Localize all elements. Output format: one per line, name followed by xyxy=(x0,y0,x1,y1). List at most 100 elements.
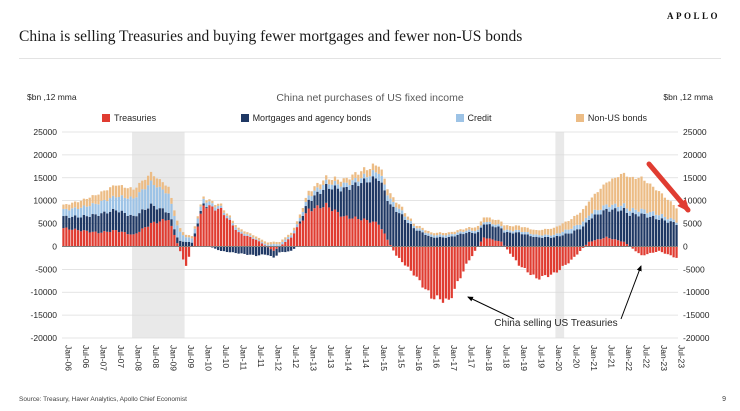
bar-segment xyxy=(301,215,304,221)
bar-segment xyxy=(476,232,480,247)
bar-segment xyxy=(246,232,249,235)
bar-segment xyxy=(447,234,450,237)
bar-segment xyxy=(508,230,512,233)
bar-segment xyxy=(631,176,634,208)
bar-segment xyxy=(438,236,442,247)
bar-segment xyxy=(450,246,453,299)
bar-segment xyxy=(631,246,634,249)
bar-segment xyxy=(179,228,182,232)
bar-segment xyxy=(590,218,594,242)
bar-segment xyxy=(161,218,164,247)
y-tick-label: -10000 xyxy=(31,287,58,297)
bar-segment xyxy=(103,211,106,232)
bar-segment xyxy=(517,232,521,247)
bar-segment xyxy=(380,229,383,247)
bar-segment xyxy=(669,221,672,247)
bar-segment xyxy=(657,246,661,251)
bar-segment xyxy=(511,233,515,247)
bar-segment xyxy=(581,246,585,248)
bar-segment xyxy=(135,216,138,234)
bar-segment xyxy=(485,217,488,223)
bar-segment xyxy=(339,186,342,192)
bar-segment xyxy=(549,237,553,247)
bar-segment xyxy=(637,216,640,247)
bar-segment xyxy=(307,199,310,209)
bar-segment xyxy=(614,203,617,209)
bar-segment xyxy=(535,246,538,279)
y-tick-label: 5000 xyxy=(683,219,702,229)
bar-segment xyxy=(459,233,462,247)
bar-segment xyxy=(228,219,232,247)
bar-segment xyxy=(506,231,509,247)
bar-segment xyxy=(243,231,246,234)
bar-segment xyxy=(76,202,80,210)
bar-segment xyxy=(231,220,234,224)
y-tick-label: -15000 xyxy=(683,310,710,320)
x-tick-label: Jan-09 xyxy=(169,345,179,371)
bar-segment xyxy=(88,197,91,207)
bar-segment xyxy=(217,208,220,247)
bar-segment xyxy=(272,250,275,258)
bar-segment xyxy=(389,204,392,245)
bar-segment xyxy=(573,225,576,231)
bar-segment xyxy=(333,185,337,210)
bar-segment xyxy=(625,176,629,209)
bar-segment xyxy=(409,221,413,224)
bar-segment xyxy=(225,213,229,216)
bar-segment xyxy=(371,221,375,247)
bar-segment xyxy=(398,213,401,247)
bar-segment xyxy=(570,219,573,229)
bar-segment xyxy=(453,231,456,235)
bar-segment xyxy=(488,221,491,225)
bar-segment xyxy=(526,246,529,273)
bar-segment xyxy=(637,246,640,254)
bar-segment xyxy=(406,246,410,267)
bar-segment xyxy=(205,207,208,209)
bar-segment xyxy=(73,207,77,216)
bar-segment xyxy=(135,187,138,198)
bar-segment xyxy=(152,185,156,206)
legend-item-treasuries: Treasuries xyxy=(102,113,156,123)
bar-segment xyxy=(497,224,500,227)
bar-segment xyxy=(468,229,471,232)
bar-segment xyxy=(646,183,649,214)
bar-segment xyxy=(71,229,74,247)
bar-segment xyxy=(646,246,649,255)
x-tick-label: Jul-15 xyxy=(396,345,406,368)
bar-segment xyxy=(380,182,383,230)
bar-segment xyxy=(430,246,433,299)
bar-segment xyxy=(584,217,588,223)
bar-segment xyxy=(657,215,661,220)
bar-segment xyxy=(126,234,129,247)
bar-segment xyxy=(380,175,383,183)
bar-segment xyxy=(459,246,462,279)
bar-segment xyxy=(567,246,570,264)
bar-segment xyxy=(511,246,515,257)
bar-segment xyxy=(164,220,167,247)
bar-segment xyxy=(298,221,302,224)
bar-segment xyxy=(398,208,401,214)
bar-segment xyxy=(660,246,664,253)
bar-segment xyxy=(345,177,348,183)
bar-segment xyxy=(129,214,132,235)
bar-segment xyxy=(184,246,188,266)
bar-segment xyxy=(307,190,310,196)
bar-segment xyxy=(418,246,421,281)
bar-segment xyxy=(301,220,304,247)
bar-segment xyxy=(669,246,672,256)
bar-segment xyxy=(97,204,100,216)
bar-segment xyxy=(526,234,529,247)
bar-segment xyxy=(561,223,564,232)
bar-segment xyxy=(424,246,427,290)
bar-segment xyxy=(126,215,129,235)
bar-segment xyxy=(479,225,483,228)
bar-segment xyxy=(310,211,313,247)
bar-segment xyxy=(246,246,249,255)
bar-segment xyxy=(111,185,115,196)
bar-segment xyxy=(357,219,360,247)
bar-segment xyxy=(400,206,404,211)
bar-segment xyxy=(663,220,667,247)
bar-segment xyxy=(611,178,614,205)
bar-segment xyxy=(453,236,456,247)
bar-segment xyxy=(643,213,646,247)
